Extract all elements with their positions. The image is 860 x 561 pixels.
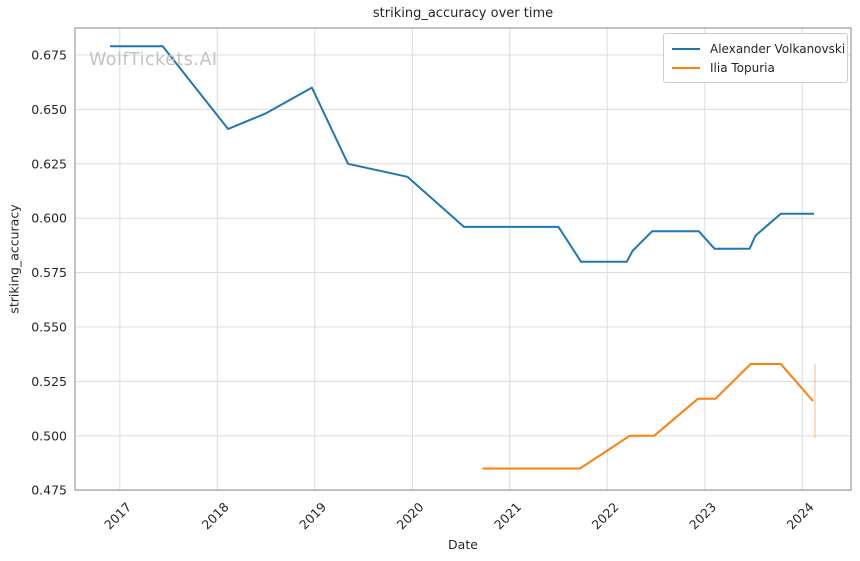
legend-swatch-line <box>672 66 700 69</box>
plot-border <box>74 27 852 491</box>
legend-entry: Ilia Topuria <box>672 58 839 77</box>
x-axis-label: Date <box>448 537 478 552</box>
y-tick-label: 0.550 <box>31 320 67 335</box>
legend-entry: Alexander Volkanovski <box>672 39 845 58</box>
chart-title: striking_accuracy over time <box>372 6 554 21</box>
legend-swatch-line <box>672 47 700 50</box>
y-tick-label: 0.625 <box>31 156 67 171</box>
x-tick-label: 2021 <box>491 499 524 532</box>
y-tick-label: 0.500 <box>31 428 67 443</box>
legend: Alexander Volkanovski Ilia Topuria <box>663 33 848 83</box>
legend-label: Alexander Volkanovski <box>710 41 846 56</box>
x-tick-label: 2020 <box>394 499 427 532</box>
y-tick-label: 0.600 <box>31 211 67 226</box>
y-tick-label: 0.475 <box>31 483 67 498</box>
y-tick-label: 0.675 <box>31 47 67 62</box>
x-tick-label: 2024 <box>784 499 817 532</box>
y-tick-label: 0.650 <box>31 102 67 117</box>
watermark-text: WolfTickets.AI <box>89 50 218 70</box>
x-tick-label: 2023 <box>686 499 719 532</box>
y-axis-label: striking_accuracy <box>6 204 22 314</box>
x-tick-label: 2022 <box>589 499 622 532</box>
y-tick-label: 0.525 <box>31 374 67 389</box>
x-tick-label: 2019 <box>296 499 329 532</box>
x-tick-label: 2017 <box>101 499 134 532</box>
legend-label: Ilia Topuria <box>710 60 775 75</box>
series-line-alexander-volkanovski <box>110 45 814 263</box>
y-tick-label: 0.575 <box>31 265 67 280</box>
x-tick-label: 2018 <box>199 499 232 532</box>
series-line-ilia-topuria <box>482 363 814 470</box>
